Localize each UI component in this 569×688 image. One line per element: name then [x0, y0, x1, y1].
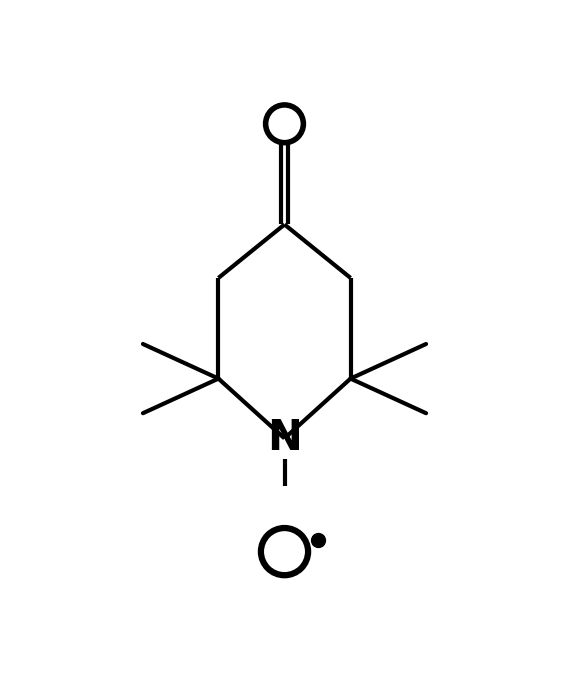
Text: N: N [267, 418, 302, 460]
